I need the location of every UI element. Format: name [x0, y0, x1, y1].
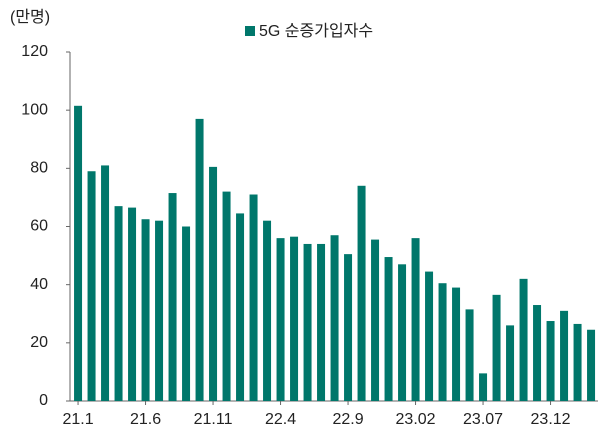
bar — [87, 171, 96, 401]
bar — [155, 220, 164, 401]
x-tick-label: 22.9 — [332, 411, 363, 428]
bar — [519, 278, 528, 401]
legend-swatch — [245, 26, 255, 36]
bar — [209, 166, 218, 401]
x-tick-label: 21.11 — [194, 411, 233, 428]
bar — [398, 264, 407, 401]
y-tick-label: 40 — [30, 276, 48, 293]
y-tick-label: 100 — [21, 101, 48, 118]
bar — [573, 323, 582, 401]
y-tick-label: 20 — [30, 334, 48, 351]
bar — [546, 321, 555, 401]
bar — [128, 207, 137, 401]
bar — [222, 191, 231, 401]
bar — [384, 257, 393, 401]
bar — [74, 105, 83, 401]
bar — [317, 243, 326, 401]
bar — [182, 226, 191, 401]
x-tick-label: 22.4 — [265, 411, 296, 428]
bar — [425, 271, 434, 401]
bar — [533, 305, 542, 401]
bar — [492, 294, 501, 401]
x-tick-label: 21.1 — [62, 411, 93, 428]
bar — [330, 235, 339, 401]
bar — [506, 325, 515, 401]
bar — [357, 185, 366, 401]
bar — [249, 194, 258, 401]
bar — [452, 287, 461, 401]
legend-label: 5G 순증가입자수 — [259, 22, 373, 40]
y-tick-label: 120 — [21, 43, 48, 60]
x-tick-label: 21.6 — [130, 411, 161, 428]
bar — [101, 165, 110, 401]
y-tick-label: 0 — [39, 392, 48, 409]
y-tick-label: 80 — [30, 160, 48, 177]
bar — [236, 213, 245, 401]
bar — [465, 309, 474, 401]
bar — [141, 219, 150, 401]
bar — [438, 283, 447, 401]
bar — [168, 193, 177, 401]
y-tick-label: 60 — [30, 218, 48, 235]
bar — [114, 206, 123, 401]
bar — [479, 373, 488, 401]
bar — [276, 238, 285, 401]
bar — [263, 220, 272, 401]
y-axis-label: (만명) — [10, 8, 50, 26]
bar — [371, 239, 380, 401]
bar — [560, 310, 569, 401]
bar — [587, 329, 596, 401]
x-tick-label: 23.12 — [531, 411, 571, 428]
bar — [344, 254, 353, 401]
bar — [411, 238, 420, 401]
x-tick-label: 23.02 — [396, 411, 436, 428]
bar — [290, 236, 299, 401]
x-tick-label: 23.07 — [463, 411, 503, 428]
bar — [195, 118, 204, 402]
bar — [303, 243, 312, 401]
